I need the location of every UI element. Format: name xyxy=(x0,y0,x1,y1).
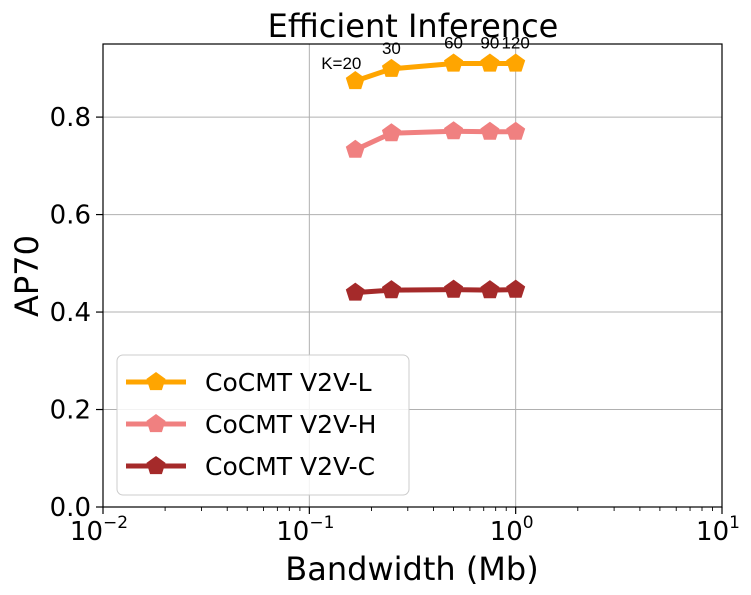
legend-item: CoCMT V2V-H xyxy=(126,410,376,439)
k-annotation: 30 xyxy=(382,39,401,58)
legend-item: CoCMT V2V-L xyxy=(126,368,372,397)
data-point xyxy=(444,279,464,298)
chart-title: Efficient Inference xyxy=(268,7,559,45)
legend-box xyxy=(116,354,410,496)
x-tick-base: 10 xyxy=(490,517,523,547)
y-tick-label: 0.2 xyxy=(50,396,91,426)
data-point xyxy=(506,53,526,72)
data-point xyxy=(506,121,526,140)
x-tick-base: 10 xyxy=(70,517,103,547)
series-1 xyxy=(345,53,526,90)
x-tick-exponent: −1 xyxy=(309,513,334,533)
data-point xyxy=(480,53,500,72)
y-tick-label: 0.6 xyxy=(50,201,91,231)
series-3 xyxy=(345,279,526,301)
data-point xyxy=(480,280,500,299)
data-point xyxy=(506,279,526,298)
k-annotation: 120 xyxy=(501,33,529,52)
legend-label: CoCMT V2V-H xyxy=(205,410,376,439)
y-tick-label: 0.0 xyxy=(50,493,91,523)
x-ticks: 10−2 10−1 100 101 xyxy=(70,507,740,547)
legend-swatch-marker xyxy=(146,372,166,391)
x-tick-label: 100 xyxy=(490,513,534,547)
legend-swatch-marker xyxy=(146,456,166,475)
data-point xyxy=(345,282,365,301)
data-point xyxy=(381,123,401,142)
legend: CoCMT V2V-L CoCMT V2V-H CoCMT V2V-C xyxy=(116,354,410,496)
plot-frame xyxy=(102,43,723,508)
x-tick-exponent: −2 xyxy=(103,513,128,533)
x-tick-exponent: 0 xyxy=(523,513,534,533)
x-tick-label: 10−2 xyxy=(70,513,128,547)
y-tick-label: 0.8 xyxy=(50,103,91,133)
x-axis-label: Bandwidth (Mb) xyxy=(285,550,538,588)
legend-label: CoCMT V2V-L xyxy=(205,368,372,397)
k-annotation: K=20 xyxy=(321,54,361,73)
legend-swatch-marker xyxy=(146,414,166,433)
legend-label: CoCMT V2V-C xyxy=(205,452,375,481)
x-tick-label: 101 xyxy=(696,513,740,547)
data-point xyxy=(345,71,365,90)
k-annotation: 90 xyxy=(480,33,499,52)
data-point xyxy=(345,139,365,158)
data-point xyxy=(381,280,401,299)
k-annotation: 60 xyxy=(444,33,463,52)
data-point xyxy=(444,53,464,72)
series-2 xyxy=(345,121,526,158)
legend-item: CoCMT V2V-C xyxy=(126,452,375,481)
x-tick-label: 10−1 xyxy=(276,513,334,547)
y-axis-label: AP70 xyxy=(8,235,46,317)
x-tick-exponent: 1 xyxy=(729,513,740,533)
x-tick-base: 10 xyxy=(696,517,729,547)
x-tick-base: 10 xyxy=(276,517,309,547)
series-group xyxy=(345,53,526,301)
y-tick-label: 0.4 xyxy=(50,298,91,328)
y-ticks: 0.0 0.2 0.4 0.6 0.8 xyxy=(50,103,103,523)
data-point xyxy=(381,58,401,77)
data-point xyxy=(444,121,464,140)
data-point xyxy=(480,121,500,140)
